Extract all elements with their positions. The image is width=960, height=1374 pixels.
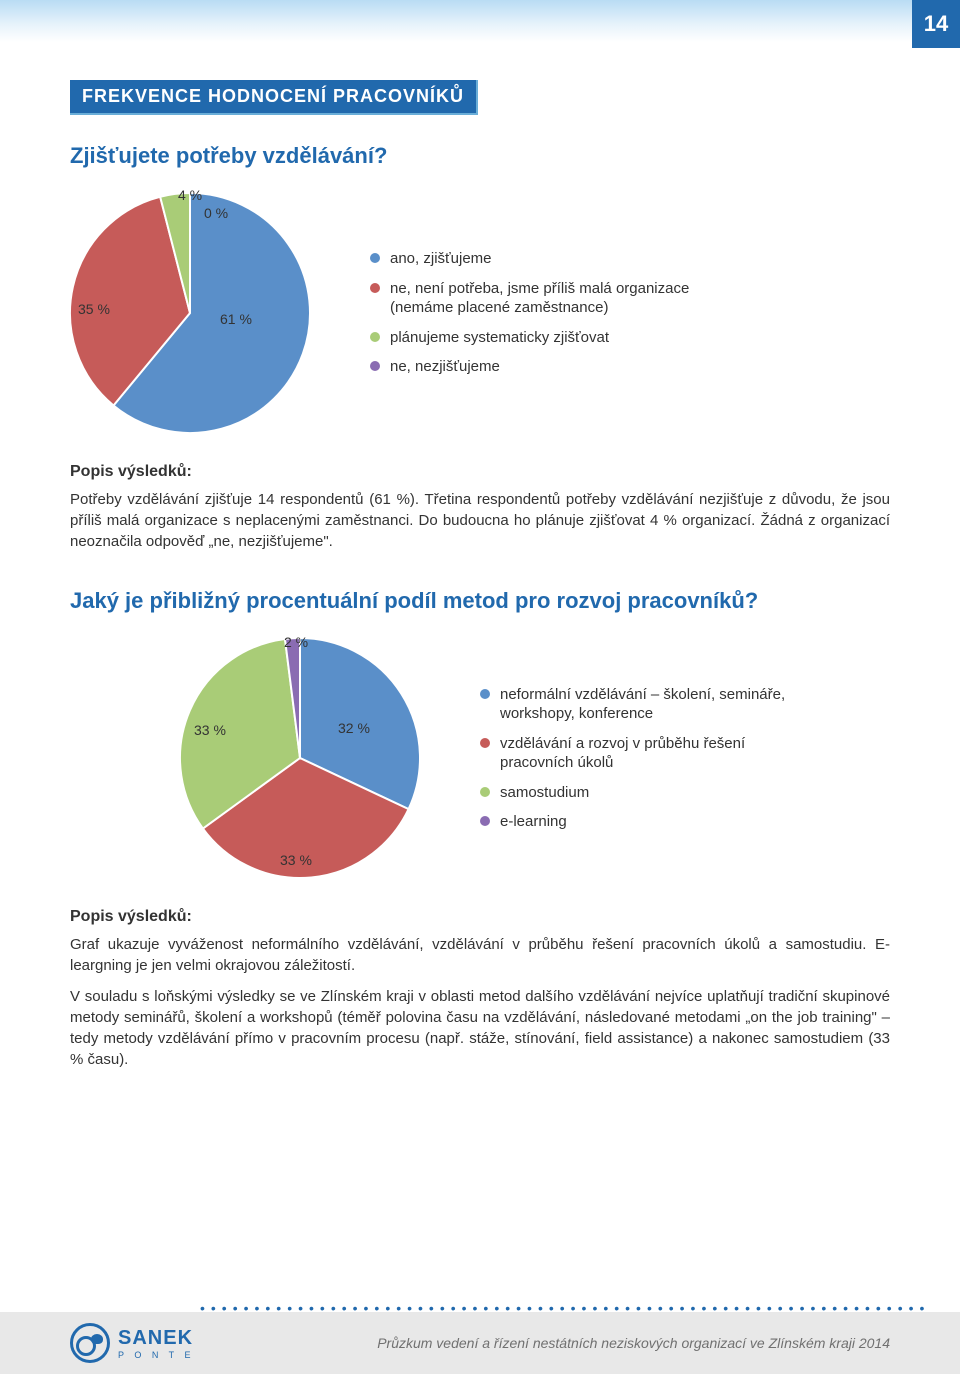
content-area: FREKVENCE HODNOCENÍ PRACOVNÍKŮ Zjišťujet… xyxy=(70,80,890,1080)
dotted-divider xyxy=(200,1300,930,1312)
legend-bullet-icon xyxy=(480,738,490,748)
legend-label: ano, zjišťujeme xyxy=(390,249,492,269)
question-2: Jaký je přibližný procentuální podíl met… xyxy=(70,588,890,614)
legend-bullet-icon xyxy=(480,816,490,826)
legend-2: neformální vzdělávání – školení, seminář… xyxy=(480,685,810,832)
legend-label: e-learning xyxy=(500,812,567,832)
pie-slice-label: 33 % xyxy=(280,852,312,868)
legend-item: neformální vzdělávání – školení, seminář… xyxy=(480,685,810,724)
legend-label: samostudium xyxy=(500,783,589,803)
pie-chart-2: 32 %33 %33 %2 % xyxy=(180,638,420,878)
section-tag: FREKVENCE HODNOCENÍ PRACOVNÍKŮ xyxy=(70,80,478,115)
legend-label: plánujeme systematicky zjišťovat xyxy=(390,328,609,348)
chart-row-2: 32 %33 %33 %2 % neformální vzdělávání – … xyxy=(70,638,890,878)
pie-slice-label: 2 % xyxy=(284,634,308,650)
pie-slice-label: 61 % xyxy=(220,311,252,327)
results-body-1: Potřeby vzdělávání zjišťuje 14 responden… xyxy=(70,489,890,552)
legend-bullet-icon xyxy=(480,689,490,699)
legend-item: vzdělávání a rozvoj v průběhu řešení pra… xyxy=(480,734,810,773)
pie-slice-label: 32 % xyxy=(338,720,370,736)
legend-bullet-icon xyxy=(370,361,380,371)
legend-bullet-icon xyxy=(370,283,380,293)
logo: SANEK P O N T E xyxy=(70,1323,195,1363)
footer: SANEK P O N T E Průzkum vedení a řízení … xyxy=(0,1312,960,1374)
legend-item: ne, není potřeba, jsme příliš malá organ… xyxy=(370,279,700,318)
legend-label: vzdělávání a rozvoj v průběhu řešení pra… xyxy=(500,734,810,773)
legend-item: ne, nezjišťujeme xyxy=(370,357,700,377)
results-head-1: Popis výsledků: xyxy=(70,463,890,481)
chart-row-1: 61 %35 %4 %0 % ano, zjišťujemene, není p… xyxy=(70,193,890,433)
logo-text: SANEK xyxy=(118,1327,195,1350)
legend-label: ne, není potřeba, jsme příliš malá organ… xyxy=(390,279,700,318)
page-number: 14 xyxy=(912,0,960,48)
pie-slice-label: 0 % xyxy=(204,205,228,221)
footer-text: Průzkum vedení a řízení nestátních nezis… xyxy=(377,1335,890,1351)
legend-bullet-icon xyxy=(480,787,490,797)
top-banner xyxy=(0,0,960,42)
results-body-2a: Graf ukazuje vyváženost neformálního vzd… xyxy=(70,934,890,976)
legend-label: neformální vzdělávání – školení, seminář… xyxy=(500,685,810,724)
logo-subtext: P O N T E xyxy=(118,1350,195,1360)
pie-slice-label: 33 % xyxy=(194,722,226,738)
legend-bullet-icon xyxy=(370,253,380,263)
legend-item: plánujeme systematicky zjišťovat xyxy=(370,328,700,348)
pie-slice-label: 35 % xyxy=(78,301,110,317)
question-1: Zjišťujete potřeby vzdělávání? xyxy=(70,143,890,169)
pie-slice-label: 4 % xyxy=(178,187,202,203)
legend-bullet-icon xyxy=(370,332,380,342)
sanek-logo-icon xyxy=(70,1323,110,1363)
legend-item: samostudium xyxy=(480,783,810,803)
legend-item: ano, zjišťujeme xyxy=(370,249,700,269)
results-head-2: Popis výsledků: xyxy=(70,908,890,926)
legend-label: ne, nezjišťujeme xyxy=(390,357,500,377)
pie-chart-1: 61 %35 %4 %0 % xyxy=(70,193,310,433)
legend-1: ano, zjišťujeme ne, není potřeba, jsme př… xyxy=(370,249,700,377)
results-body-2b: V souladu s loňskými výsledky se ve Zlín… xyxy=(70,986,890,1070)
legend-item: e-learning xyxy=(480,812,810,832)
